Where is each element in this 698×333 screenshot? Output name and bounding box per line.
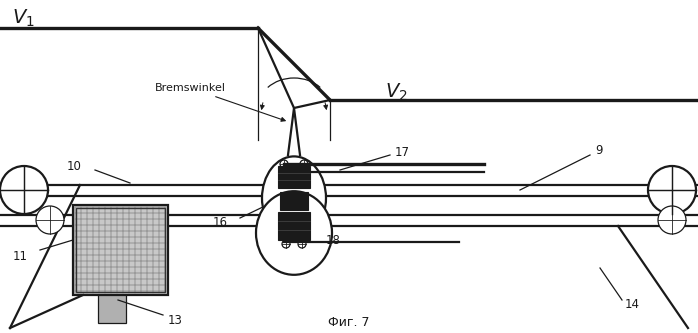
Text: 17: 17	[395, 146, 410, 159]
Ellipse shape	[256, 191, 332, 275]
Circle shape	[36, 206, 64, 234]
Text: Фиг. 7: Фиг. 7	[328, 315, 370, 328]
Bar	[73, 205, 168, 295]
Text: 9: 9	[595, 144, 602, 157]
Text: 10: 10	[67, 161, 82, 173]
Text: 18: 18	[326, 233, 341, 246]
Bar	[278, 212, 310, 240]
Bar	[76, 208, 165, 292]
Circle shape	[0, 166, 48, 214]
Text: $V_2$: $V_2$	[385, 82, 408, 103]
Circle shape	[648, 166, 696, 214]
Bar	[278, 166, 310, 188]
Bar	[280, 192, 308, 210]
Text: Bremswinkel: Bremswinkel	[155, 83, 285, 121]
Text: 14: 14	[625, 298, 640, 311]
Circle shape	[658, 206, 686, 234]
Text: 16: 16	[213, 215, 228, 228]
Text: $V_1$: $V_1$	[12, 8, 35, 29]
Text: 11: 11	[13, 249, 28, 262]
Ellipse shape	[262, 157, 326, 240]
Text: 13: 13	[168, 313, 182, 326]
Bar	[98, 295, 126, 323]
